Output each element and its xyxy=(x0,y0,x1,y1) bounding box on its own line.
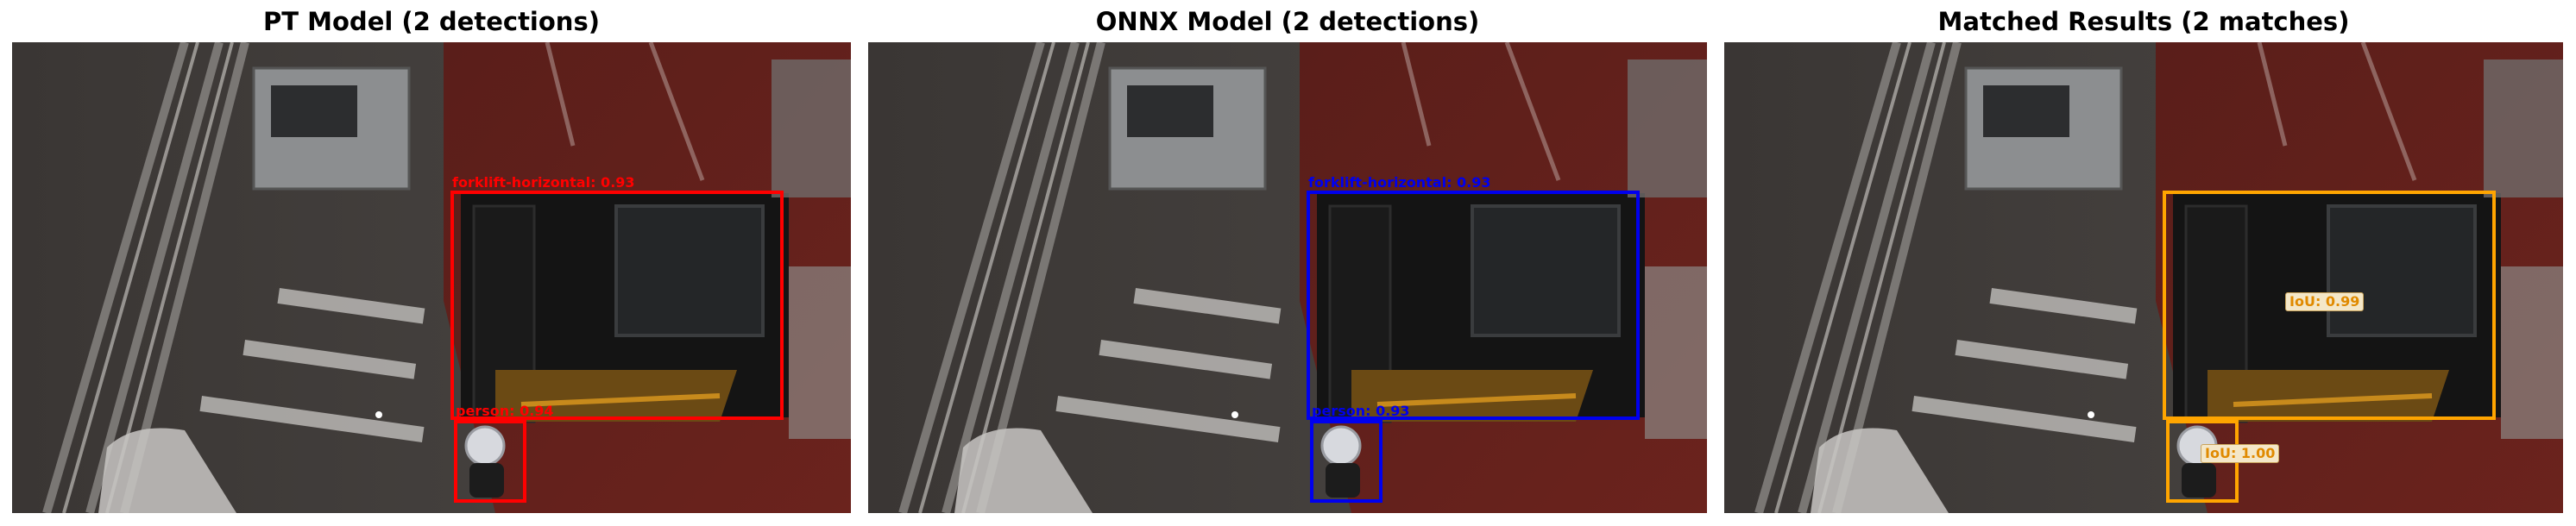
person-detection-label: person: 0.94 xyxy=(456,403,554,419)
person-detection-label: person: 0.93 xyxy=(1312,403,1410,419)
detection-image: forklift-horizontal: 0.93 person: 0.94 xyxy=(12,42,851,513)
matched-results-panel: Matched Results (2 matches) IoU: 0.99 Io… xyxy=(1724,0,2563,526)
onnx-model-panel: ONNX Model (2 detections) forklift-horiz… xyxy=(868,0,1707,526)
panel-title: ONNX Model (2 detections) xyxy=(1095,7,1480,36)
panel-title: PT Model (2 detections) xyxy=(263,7,600,36)
forklift-iou-label: IoU: 0.99 xyxy=(2285,292,2365,311)
forklift-bounding-box xyxy=(450,191,784,420)
person-iou-label: IoU: 1.00 xyxy=(2201,444,2280,463)
forklift-match-box xyxy=(2163,191,2496,420)
pt-model-panel: PT Model (2 detections) forklift-horizon… xyxy=(12,0,851,526)
panel-title: Matched Results (2 matches) xyxy=(1937,7,2350,36)
detection-image: forklift-horizontal: 0.93 person: 0.93 xyxy=(868,42,1707,513)
person-bounding-box xyxy=(1310,420,1382,503)
detection-image: IoU: 0.99 IoU: 1.00 xyxy=(1724,42,2563,513)
forklift-detection-label: forklift-horizontal: 0.93 xyxy=(452,174,635,191)
forklift-detection-label: forklift-horizontal: 0.93 xyxy=(1308,174,1491,191)
person-bounding-box xyxy=(454,420,526,503)
forklift-bounding-box xyxy=(1307,191,1640,420)
